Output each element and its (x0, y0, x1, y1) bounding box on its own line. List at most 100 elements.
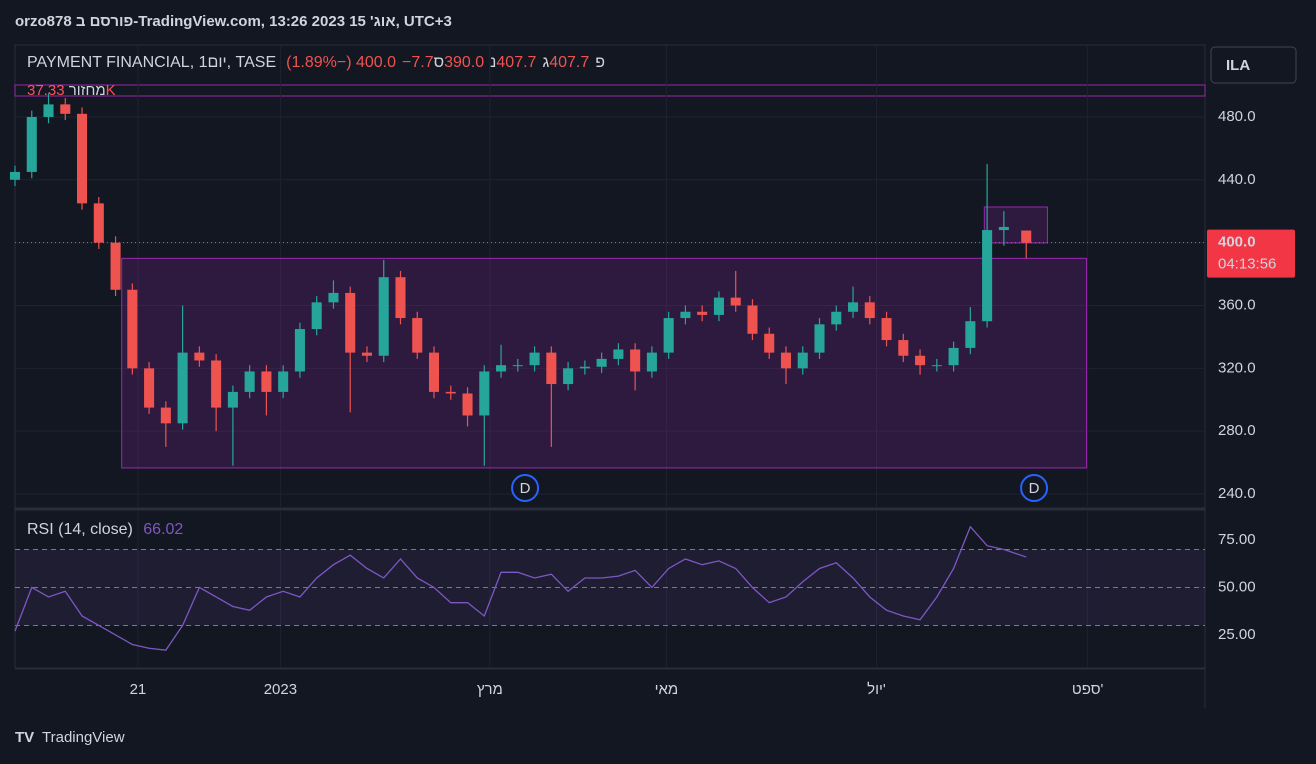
candle-body (864, 302, 875, 319)
candle-body (428, 352, 440, 392)
published: orzo878 פורסם ב-TradingView.com, 13:26 2… (15, 13, 452, 30)
candle-body (144, 368, 155, 408)
event-marker (511, 474, 540, 502)
rsi-name: RSI (14, close) (27, 521, 133, 538)
candle-body (278, 371, 289, 392)
x-tick-label: מרץ (477, 681, 503, 698)
rsi-tick-label: 50.00 (1218, 578, 1256, 595)
candle-body (345, 292, 356, 353)
y-tick-label: 480.0 (1218, 108, 1256, 125)
candle-body (261, 371, 272, 392)
y-tick-label: 320.0 (1218, 359, 1256, 376)
x-tick-label: ספט' (1072, 681, 1104, 698)
candle-body (680, 311, 691, 319)
candle-body (613, 349, 624, 359)
candle-body (663, 318, 674, 353)
candle-body (328, 292, 339, 303)
last-price-box (1207, 229, 1295, 278)
x-tick-label: יול' (867, 681, 886, 698)
candle-body (965, 321, 976, 348)
y-tick-label: 360.0 (1218, 296, 1256, 313)
rsi-line (14, 525, 1027, 651)
candle-body (563, 368, 574, 385)
candle-body (998, 226, 1009, 231)
event-label: D (520, 480, 531, 497)
rsi-legend: RSI (14, close) 66.02 (27, 521, 183, 539)
ohlc-prefix: ס (433, 54, 445, 71)
currency[interactable]: ILA (1226, 57, 1250, 74)
candle-body (797, 352, 808, 369)
candle-body (512, 365, 523, 367)
candle-body (77, 113, 88, 204)
volume-name: מחזור (68, 82, 106, 99)
candle-body (462, 393, 473, 416)
candle-body (764, 333, 775, 353)
logo: TradingView (42, 729, 125, 746)
candle-body (780, 352, 792, 369)
range-box (983, 206, 1048, 244)
x-tick-label: 2023 (264, 681, 297, 698)
candle-body (211, 360, 222, 408)
ohlc-prefix: נ (490, 54, 497, 71)
candle-body (60, 104, 71, 114)
candle-body (227, 391, 238, 408)
candle-body (395, 277, 406, 319)
change: −7.7 (−1.89%) (286, 54, 434, 71)
candle-body (881, 318, 892, 341)
candle-body (127, 289, 138, 369)
volume-legend-box (14, 84, 1206, 97)
candle-body (831, 311, 842, 325)
candle-body (1021, 230, 1032, 243)
candle-body (814, 324, 825, 353)
candle-body (361, 352, 372, 356)
candle-body (160, 407, 171, 424)
legend: PAYMENT FINANCIAL, 1יום, TASE פ407.7ג407.… (27, 54, 605, 72)
candle-body (579, 366, 590, 369)
candle-body (697, 311, 708, 315)
candle-body (898, 340, 909, 356)
candle-body (529, 352, 540, 366)
candle-body (479, 371, 490, 416)
rsi-last: 66.02 (143, 521, 184, 538)
ohlc-value: 407.7 (496, 54, 537, 71)
ohlc-value: 400.0 (355, 54, 397, 71)
candle-body (848, 302, 859, 312)
candle-body (646, 352, 657, 372)
logo-mark: TV (15, 729, 34, 746)
currency-button[interactable] (1210, 46, 1297, 84)
candle-body (730, 297, 741, 306)
candle-body (596, 358, 607, 367)
candle-body (378, 277, 389, 356)
ohlc-value: 407.7 (549, 54, 590, 71)
candle-body (244, 371, 255, 392)
candle-body (93, 203, 104, 243)
event-marker (1020, 474, 1049, 502)
y-tick-label: 280.0 (1218, 422, 1256, 439)
candle-body (747, 305, 758, 334)
x-tick-label: 21 (130, 681, 147, 698)
candle-body (43, 104, 54, 117)
candle-body (630, 349, 641, 372)
ohlc-value: 390.0 (444, 54, 485, 71)
ohlc-prefix: ג (542, 54, 550, 71)
volume-legend: מחזור 37.33K (27, 82, 116, 99)
candle-body (177, 352, 188, 424)
candle-body (948, 347, 959, 366)
chart-frame (14, 44, 1206, 669)
candle-body (546, 352, 557, 385)
candle-body (194, 352, 205, 361)
event-label: D (1029, 480, 1040, 497)
candle-body (496, 365, 507, 372)
ohlc-prefix: פ (595, 54, 606, 71)
candle-body (311, 302, 322, 330)
candle-body (713, 297, 724, 315)
y-tick-label: 240.0 (1218, 485, 1256, 502)
candle-body (412, 318, 423, 353)
candle-body (9, 171, 21, 180)
candle-body (294, 329, 305, 372)
candle-body (915, 355, 926, 366)
candle-body (26, 116, 37, 172)
rsi-tick-label: 75.00 (1218, 531, 1256, 548)
